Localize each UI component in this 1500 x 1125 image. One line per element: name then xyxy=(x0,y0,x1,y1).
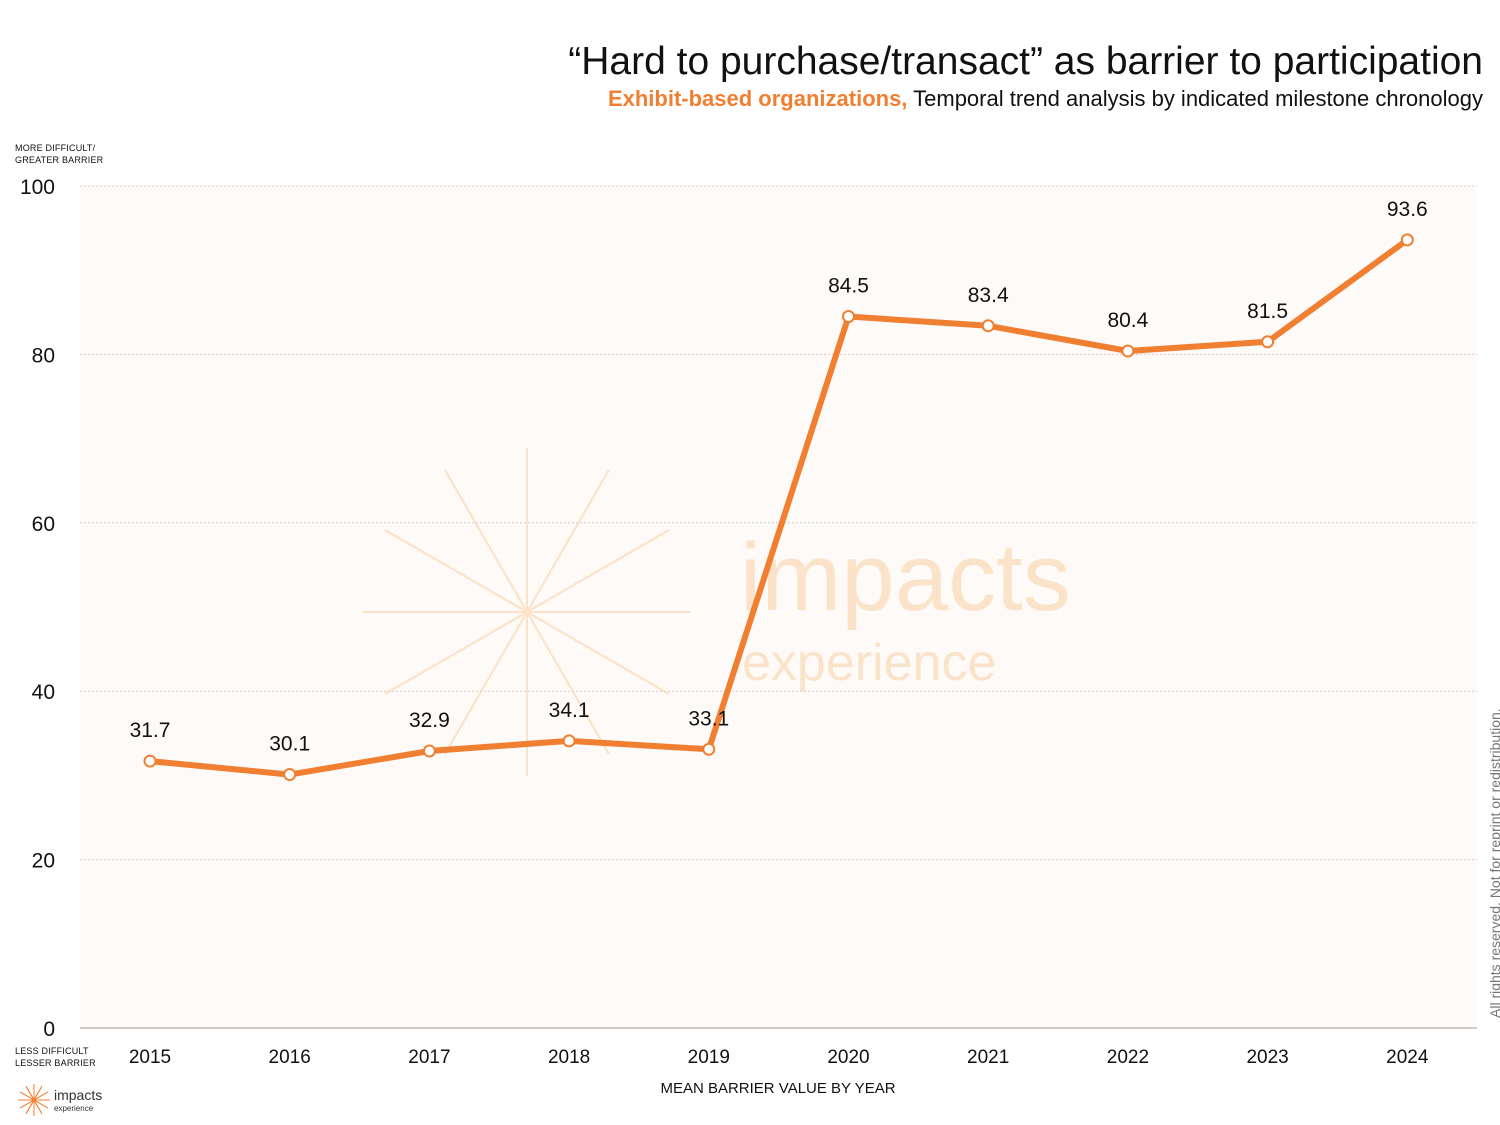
x-tick-label: 2019 xyxy=(688,1047,730,1068)
y-axis-note-top: MORE DIFFICULT/ GREATER BARRIER xyxy=(15,142,103,166)
logo-ray xyxy=(19,1091,49,1109)
y-tick-label: 60 xyxy=(32,513,55,536)
y-axis-note-bottom: LESS DIFFICULT LESSER BARRIER xyxy=(15,1045,96,1069)
x-axis-ticks: 2015 2016 2017 2018 2019 2020 2021 2022 2023 2024 xyxy=(129,1047,1429,1068)
y-axis-ticks: 0 20 40 60 80 100 xyxy=(20,176,55,1041)
y-axis-note-bottom-line2: LESSER BARRIER xyxy=(15,1058,96,1068)
x-tick-label: 2017 xyxy=(408,1047,450,1068)
data-point xyxy=(842,310,855,324)
chart-title: “Hard to purchase/transact” as barrier t… xyxy=(568,40,1483,83)
x-tick-label: 2024 xyxy=(1386,1047,1429,1068)
sunburst-logo-icon xyxy=(18,1084,50,1116)
x-tick-label: 2016 xyxy=(269,1047,311,1068)
grid-lines xyxy=(80,185,1477,861)
plot-area xyxy=(80,186,1477,1028)
watermark-text-line2: experience xyxy=(742,634,996,692)
company-logo: impacts experience xyxy=(14,1080,124,1120)
x-tick-label: 2018 xyxy=(548,1047,590,1068)
data-point xyxy=(1400,233,1414,247)
series-line xyxy=(147,236,1411,778)
data-label: 93.6 xyxy=(1387,198,1428,221)
x-tick-label: 2021 xyxy=(967,1047,1009,1068)
x-tick-label: 2022 xyxy=(1107,1047,1149,1068)
data-label: 33.1 xyxy=(688,707,729,730)
data-label: 31.7 xyxy=(130,719,171,742)
data-point xyxy=(702,742,716,756)
data-label: 81.5 xyxy=(1247,300,1288,323)
data-point xyxy=(1261,335,1275,349)
subtitle-accent: Exhibit-based organizations, xyxy=(607,86,908,111)
subtitle-rest: Temporal trend analysis by indicated mil… xyxy=(907,86,1483,111)
data-point xyxy=(283,768,297,782)
data-point xyxy=(562,734,576,748)
chart-subtitle: Exhibit-based organizations, Temporal tr… xyxy=(608,85,1483,113)
x-tick-label: 2023 xyxy=(1246,1047,1288,1068)
y-tick-label: 100 xyxy=(20,176,55,199)
x-axis-title: MEAN BARRIER VALUE BY YEAR xyxy=(660,1080,895,1097)
logo-text-line2: experience xyxy=(54,1104,94,1113)
data-label: 83.4 xyxy=(968,284,1009,307)
data-point xyxy=(143,754,157,768)
y-tick-label: 80 xyxy=(32,344,55,367)
data-points xyxy=(143,233,1414,782)
data-label: 80.4 xyxy=(1107,309,1148,332)
y-tick-label: 0 xyxy=(43,1018,55,1041)
y-tick-label: 40 xyxy=(32,681,55,704)
data-label: 84.5 xyxy=(828,275,869,298)
data-point xyxy=(981,319,995,333)
y-axis-note-top-line2: GREATER BARRIER xyxy=(15,155,104,165)
x-tick-label: 2015 xyxy=(129,1047,171,1068)
data-point xyxy=(1121,344,1135,358)
y-tick-label: 20 xyxy=(32,850,55,873)
y-axis-note-top-line1: MORE DIFFICULT/ xyxy=(15,143,96,153)
data-labels: 31.7 30.1 32.9 34.1 33.1 84.5 83.4 80.4 81.5 93.6 xyxy=(130,198,1428,756)
copyright-notice: All rights reserved. Not for reprint or … xyxy=(1487,708,1500,1018)
y-axis-note-bottom-line1: LESS DIFFICULT xyxy=(15,1046,89,1056)
watermark-ray xyxy=(384,529,670,695)
x-tick-label: 2020 xyxy=(827,1047,869,1068)
data-label: 32.9 xyxy=(409,709,450,732)
data-label: 34.1 xyxy=(549,699,590,722)
data-point xyxy=(422,744,436,758)
data-label: 30.1 xyxy=(269,733,310,756)
watermark-text-line1: impacts xyxy=(740,524,1071,631)
logo-text-line1: impacts xyxy=(54,1087,103,1103)
